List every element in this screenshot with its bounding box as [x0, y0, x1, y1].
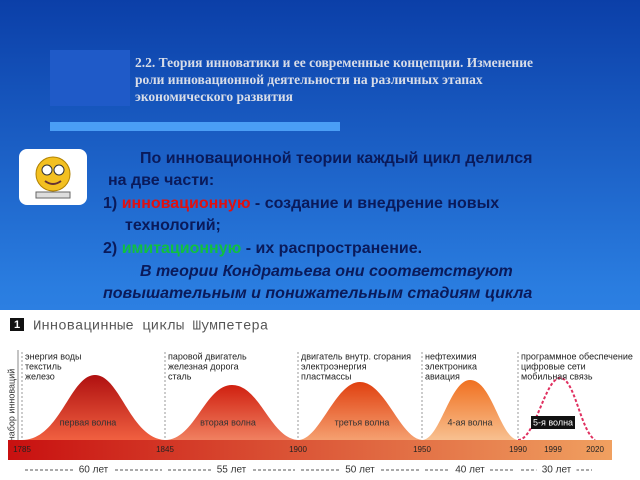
text-line: на две части: — [108, 172, 215, 189]
list-item: 1) инновационную - создание и внедрение … — [103, 195, 499, 213]
year-label: 1900 — [289, 445, 307, 454]
year-label: 1845 — [156, 445, 174, 454]
wave-label: первая волна — [60, 417, 117, 427]
item-text: - их распространение. — [241, 240, 423, 257]
figure-title: Инновацинные циклы Шумпетера — [33, 319, 268, 335]
wave-label: 4-ая волна — [447, 417, 492, 427]
duration-label: 30 лет — [542, 465, 572, 476]
wave-desc: программное обеспечение — [521, 351, 633, 361]
note-line: повышательным и понижательным стадиям ци… — [103, 285, 533, 302]
duration-label: 55 лет — [217, 465, 247, 476]
figure-number: 1 — [14, 319, 20, 331]
smiley-icon — [19, 149, 87, 205]
note-line: В теории Кондратьева они соответствуют — [140, 263, 513, 280]
item-text: технологий; — [125, 217, 221, 234]
text-line: По инновационной теории каждый цикл дели… — [140, 150, 533, 167]
duration-bg — [73, 463, 114, 477]
duration-bg — [536, 463, 577, 477]
figure: 1 Инновацинные циклы Шумпетера набор инн… — [0, 310, 640, 480]
wave-desc: энергия воды — [25, 351, 81, 361]
duration-bg — [340, 463, 380, 477]
duration-label: 40 лет — [455, 465, 485, 476]
duration-label: 50 лет — [345, 465, 375, 476]
title-line: роли инновационной деятельности на разли… — [135, 72, 483, 87]
wave-desc: электроэнергия — [301, 361, 367, 371]
item-number: 2) — [103, 240, 118, 257]
list-item: 2) имитационную - их распространение. — [103, 240, 422, 258]
item-number: 1) — [103, 195, 118, 212]
wave-label: 5-я волна — [533, 417, 573, 427]
wave-desc: текстиль — [25, 361, 62, 371]
wave-desc: железная дорога — [168, 361, 239, 371]
year-label: 1999 — [544, 445, 562, 454]
year-label: 2020 — [586, 445, 604, 454]
wave-desc: цифровые сети — [521, 361, 586, 371]
duration-bg — [211, 463, 252, 477]
wave-desc: сталь — [168, 371, 192, 381]
title-line: 2.2. Теория инноватики и ее современные … — [135, 55, 533, 70]
year-label: 1950 — [413, 445, 431, 454]
year-label: 1785 — [13, 445, 31, 454]
item-text: - создание и внедрение новых — [250, 195, 500, 212]
wave-desc: пластмассы — [301, 371, 351, 381]
term: имитационную — [121, 240, 242, 257]
wave-desc: двигатель внутр. сгорания — [301, 351, 411, 361]
wave-desc: паровой двигатель — [168, 351, 247, 361]
wave-desc: мобильная связь — [521, 371, 593, 381]
term: инновационную — [121, 195, 251, 212]
year-label: 1990 — [509, 445, 527, 454]
duration-label: 60 лет — [79, 465, 109, 476]
title-line: экономического развития — [135, 89, 293, 104]
wave-label: вторая волна — [200, 417, 256, 427]
duration-bg — [450, 463, 490, 477]
title-block — [50, 50, 130, 106]
label-box — [531, 416, 575, 429]
title-bar — [50, 122, 340, 131]
wave-desc: авиация — [425, 371, 460, 381]
wave-label: третья волна — [335, 417, 390, 427]
y-label: набор инноваций — [6, 369, 16, 442]
wave-desc: электроника — [425, 361, 477, 371]
wave-desc: нефтехимия — [425, 351, 477, 361]
wave-desc: железо — [25, 371, 55, 381]
